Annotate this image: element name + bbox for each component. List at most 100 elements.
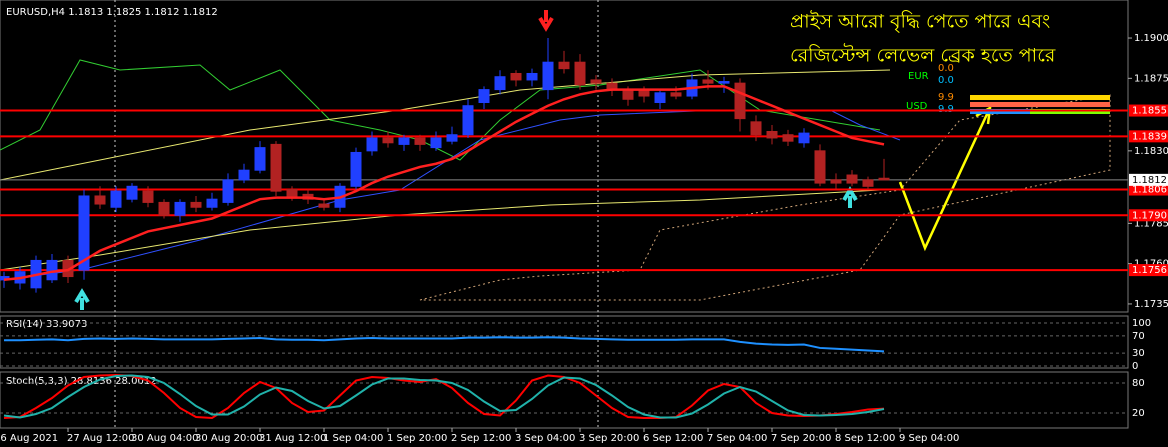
candle-body — [750, 121, 762, 136]
time-label: 2 Sep 12:00 — [451, 433, 511, 444]
panel-tick-label: 20 — [1132, 408, 1145, 419]
candle-body — [782, 134, 794, 142]
candle-body — [382, 137, 394, 144]
candle-body — [430, 137, 442, 149]
time-label: 30 Aug 20:00 — [195, 433, 262, 444]
current-price-label: 1.1812 — [1132, 175, 1167, 186]
panel-tick-label: 100 — [1132, 318, 1151, 329]
currency-value: 9.9 — [938, 92, 954, 103]
ichimoku-cloud — [419, 94, 1111, 301]
price-tick-label: 1.1785 — [1134, 218, 1168, 229]
currency-label: USD — [906, 101, 928, 112]
candle-body — [718, 81, 730, 84]
candle-body — [510, 72, 522, 81]
candle-body — [46, 259, 58, 281]
level-label: 1.1855 — [1132, 106, 1167, 117]
candle-body — [654, 92, 666, 103]
time-label: 3 Sep 20:00 — [579, 433, 639, 444]
panel-tick-label: 70 — [1132, 331, 1145, 342]
candle-body — [318, 203, 330, 208]
candle-body — [414, 137, 426, 145]
level-label: 1.1806 — [1132, 185, 1167, 196]
time-label: 6 Sep 12:00 — [643, 433, 703, 444]
candle-body — [526, 72, 538, 81]
candle-body — [878, 177, 890, 181]
level-tag — [1129, 104, 1168, 117]
level-tag — [1129, 264, 1168, 277]
candle-body — [286, 189, 298, 197]
candle-body — [478, 89, 490, 103]
time-label: 7 Sep 04:00 — [707, 433, 767, 444]
currency-value: 9.9 — [938, 104, 954, 115]
candle-body — [702, 79, 714, 84]
stoch-line — [3, 373, 885, 420]
candle-body — [142, 190, 154, 203]
level-tag — [1129, 130, 1168, 143]
price-tag — [1129, 173, 1168, 186]
time-label: 7 Sep 20:00 — [771, 433, 831, 444]
level-tag — [1129, 209, 1168, 222]
annotation: প্রাইস আরো বৃদ্ধি পেতে পারে এবং — [790, 11, 1050, 33]
rsi-panel — [0, 315, 1129, 369]
candle-body — [462, 105, 474, 136]
rsi-title: RSI(14) 33.9073 — [6, 319, 87, 330]
time-label: 27 Aug 12:00 — [67, 433, 134, 444]
candle-body — [494, 76, 506, 91]
price-tick-label: 1.1830 — [1134, 146, 1168, 157]
candle-body — [270, 143, 282, 192]
time-label: 26 Aug 2021 — [0, 433, 58, 444]
time-label: 31 Aug 12:00 — [259, 433, 326, 444]
price-tick-label: 1.1735 — [1134, 299, 1168, 310]
chikou-line — [0, 59, 881, 161]
candle-body — [862, 179, 874, 187]
price-tick-label: 1.1900 — [1134, 33, 1168, 44]
candle-body — [254, 147, 266, 171]
currency-value: 0.0 — [938, 75, 954, 86]
candle-body — [222, 179, 234, 203]
candle-body — [798, 132, 810, 144]
candle-body — [830, 179, 842, 184]
candle-body — [366, 137, 378, 152]
currency-label: EUR — [908, 71, 929, 82]
candle-body — [766, 131, 778, 139]
candle-body — [238, 169, 250, 181]
candle-body — [622, 89, 634, 100]
candle-body — [398, 137, 410, 145]
candle-body — [78, 195, 90, 271]
candle-body — [158, 201, 170, 216]
panel-tick-label: 30 — [1132, 348, 1145, 359]
candle-body — [670, 92, 682, 97]
candle-body — [574, 61, 586, 86]
time-label: 9 Sep 04:00 — [899, 433, 959, 444]
ma-red — [3, 85, 885, 282]
stoch-line — [3, 374, 885, 419]
candle-body — [350, 151, 362, 187]
candle-body — [206, 198, 218, 208]
candle-body — [110, 190, 122, 208]
rsi-line — [4, 336, 885, 353]
kijun-line — [0, 109, 901, 281]
panel-tick-label: 80 — [1132, 378, 1145, 389]
stoch-title: Stoch(5,3,3) 28.8136 28.0012 — [6, 376, 157, 387]
panel-tick-label: 0 — [1132, 361, 1138, 372]
candle-body — [814, 150, 826, 184]
time-label: 1 Sep 20:00 — [387, 433, 447, 444]
price-tick-label: 1.1875 — [1134, 73, 1168, 84]
buy-arrow — [74, 288, 90, 310]
candle-body — [446, 134, 458, 142]
candle-body — [846, 174, 858, 184]
time-label: 8 Sep 12:00 — [835, 433, 895, 444]
stoch-panel — [0, 371, 1129, 429]
candle-body — [126, 185, 138, 200]
candle-body — [734, 82, 746, 120]
level-label: 1.1839 — [1132, 131, 1167, 142]
level-label: 1.1790 — [1132, 210, 1167, 221]
sell-arrow — [538, 10, 554, 32]
time-label: 1 Sep 04:00 — [323, 433, 383, 444]
candle-body — [590, 79, 602, 84]
level-label: 1.1756 — [1132, 265, 1167, 276]
candle-body — [558, 61, 570, 70]
time-label: 3 Sep 04:00 — [515, 433, 575, 444]
candle-body — [190, 201, 202, 208]
